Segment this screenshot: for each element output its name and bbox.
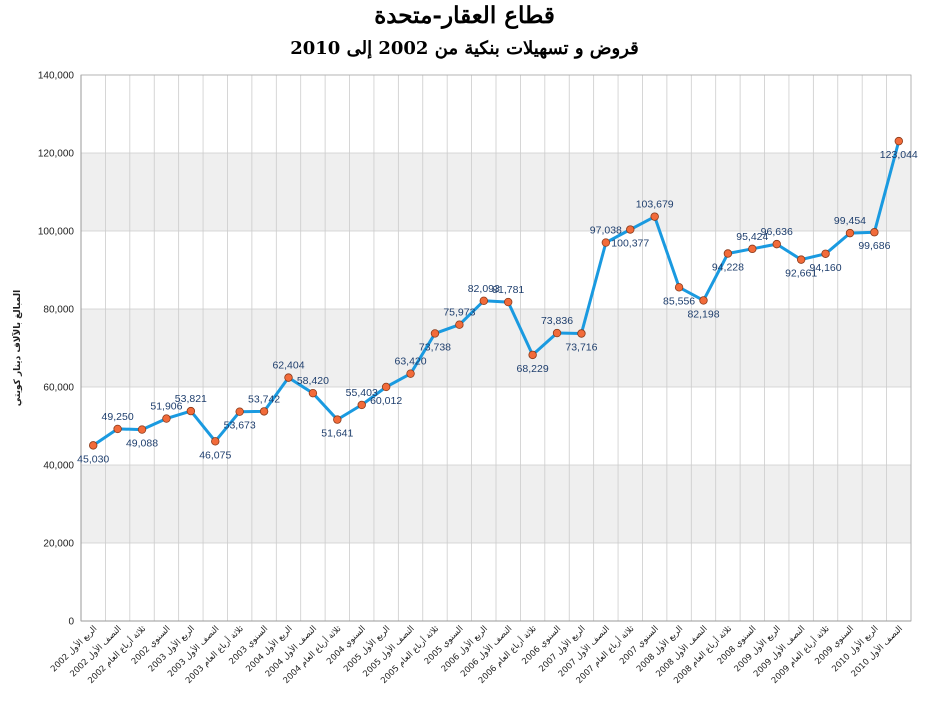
chart-title: قطاع العقار-متحدة (374, 2, 555, 29)
data-point (528, 350, 537, 360)
axes (80, 74, 912, 622)
data-label: 53,821 (175, 393, 207, 405)
data-label: 73,716 (565, 342, 597, 354)
data-point (894, 136, 903, 146)
y-tick-label: 20,000 (43, 539, 74, 550)
data-point (308, 388, 318, 398)
data-label: 68,229 (517, 363, 549, 375)
plot-frame (80, 74, 912, 622)
data-label: 63,420 (394, 356, 426, 368)
data-label: 75,973 (443, 307, 475, 319)
data-point (870, 228, 879, 237)
data-label: 92,661 (785, 268, 817, 280)
data-point (723, 249, 733, 258)
data-point (626, 225, 635, 234)
series-line (92, 140, 901, 447)
data-point (406, 369, 415, 378)
data-point (845, 228, 855, 238)
y-tick-label: 40,000 (43, 461, 74, 472)
data-label: 49,250 (102, 411, 134, 423)
data-label: 55,403 (346, 387, 378, 399)
data-label: 100,377 (611, 238, 649, 250)
data-label: 94,160 (809, 262, 841, 274)
data-point (162, 414, 171, 423)
y-tick-label: 60,000 (43, 383, 74, 394)
data-label: 49,088 (126, 438, 158, 450)
data-point (113, 424, 122, 434)
data-label: 97,038 (590, 225, 622, 237)
data-point (186, 406, 196, 416)
data-label: 51,641 (321, 428, 353, 440)
y-axis-label: المبالغ بالآلاف دينار كويتي (11, 290, 23, 406)
data-point (577, 329, 586, 338)
data-label: 82,093 (468, 283, 500, 295)
data-point (284, 373, 293, 382)
data-point (479, 296, 488, 306)
chart-subtitle: قروض و تسهيلات بنكية من 2002 إلى 2010 (290, 38, 639, 59)
data-label: 62,404 (272, 360, 304, 372)
data-point (430, 329, 440, 338)
data-point (821, 249, 830, 258)
data-label: 123,044 (880, 149, 918, 161)
data-label: 99,686 (858, 240, 890, 252)
data-point (650, 212, 659, 221)
data-point (235, 407, 244, 416)
data-label: 103,679 (636, 199, 674, 211)
data-point (89, 441, 98, 450)
data-point (333, 415, 342, 424)
data-label: 58,420 (297, 375, 329, 387)
y-tick-label: 100,000 (38, 227, 75, 238)
data-point (137, 425, 147, 434)
data-point (601, 238, 611, 247)
y-tick-label: 0 (68, 617, 74, 628)
data-label: 94,228 (712, 262, 744, 274)
data-point (357, 400, 366, 410)
data-label: 51,906 (150, 401, 182, 413)
y-tick-label: 120,000 (38, 149, 75, 160)
data-label: 53,742 (248, 393, 280, 405)
data-label: 73,836 (541, 315, 573, 327)
data-point (504, 297, 513, 307)
data-point (772, 239, 781, 249)
y-tick-label: 80,000 (43, 305, 74, 316)
data-point (552, 328, 562, 338)
data-point (748, 244, 757, 254)
data-label: 95,424 (736, 231, 768, 243)
y-axis-ticks: 0 20,000 40,000 60,000 80,000 100,000 120,000 1… (38, 71, 75, 628)
data-label: 81,781 (492, 284, 524, 296)
data-point (796, 255, 806, 264)
data-label: 53,673 (224, 420, 256, 432)
data-label: 45,030 (77, 453, 109, 465)
data-label: 46,075 (199, 449, 231, 461)
data-point (211, 437, 220, 446)
y-tick-label: 140,000 (38, 71, 75, 82)
data-point (455, 320, 464, 329)
data-label: 85,556 (663, 295, 695, 307)
data-label: 99,454 (834, 215, 866, 227)
data-label: 82,198 (687, 308, 719, 320)
data-label: 96,636 (761, 226, 793, 238)
data-label: 73,738 (419, 341, 451, 353)
data-point (674, 283, 684, 292)
data-point (699, 296, 708, 305)
series-points (89, 136, 903, 450)
data-point (259, 407, 269, 416)
data-point (381, 382, 391, 392)
vertical-gridlines (80, 75, 912, 621)
data-label: 60,012 (370, 395, 402, 407)
series-polyline (92, 140, 901, 447)
